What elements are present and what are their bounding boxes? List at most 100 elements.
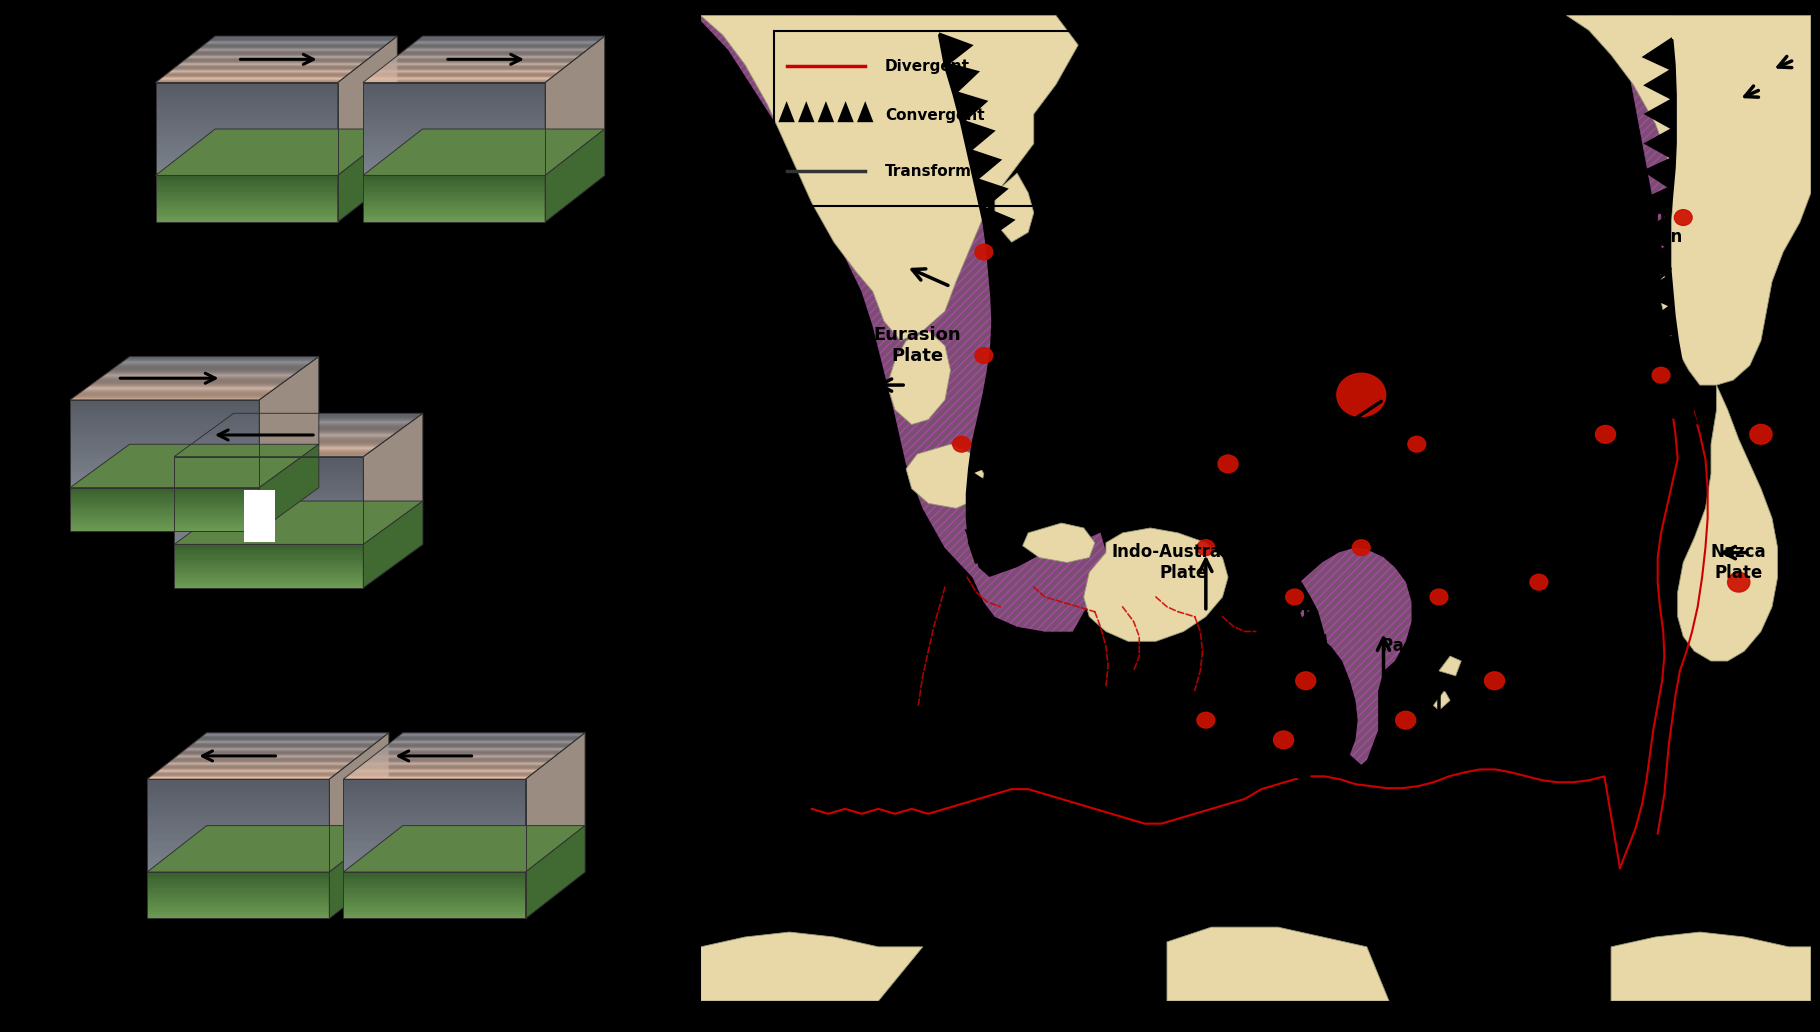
Polygon shape — [1643, 126, 1676, 161]
Polygon shape — [393, 740, 577, 741]
Polygon shape — [175, 470, 364, 472]
Polygon shape — [155, 115, 339, 118]
Polygon shape — [258, 357, 318, 488]
Polygon shape — [155, 92, 339, 94]
Polygon shape — [399, 735, 582, 736]
Polygon shape — [362, 213, 546, 215]
Polygon shape — [175, 454, 366, 455]
Polygon shape — [149, 777, 333, 778]
Circle shape — [1749, 424, 1773, 444]
Polygon shape — [224, 419, 415, 420]
Polygon shape — [71, 485, 258, 488]
Polygon shape — [1298, 664, 1330, 699]
Polygon shape — [379, 750, 562, 751]
Polygon shape — [167, 762, 351, 763]
Polygon shape — [329, 733, 389, 872]
Polygon shape — [362, 196, 546, 198]
Polygon shape — [175, 577, 364, 579]
Polygon shape — [127, 357, 318, 358]
Polygon shape — [155, 155, 339, 157]
Polygon shape — [175, 510, 364, 512]
Circle shape — [1338, 374, 1385, 417]
Polygon shape — [546, 129, 604, 222]
Polygon shape — [175, 545, 364, 547]
Polygon shape — [193, 742, 377, 743]
Polygon shape — [147, 828, 329, 830]
Polygon shape — [189, 745, 373, 747]
Polygon shape — [1296, 634, 1330, 669]
Polygon shape — [155, 178, 339, 180]
Polygon shape — [155, 150, 339, 152]
Polygon shape — [158, 770, 340, 771]
Text: Transform: Transform — [885, 164, 972, 179]
Polygon shape — [382, 66, 566, 67]
Polygon shape — [155, 164, 339, 166]
Polygon shape — [175, 536, 364, 538]
Polygon shape — [344, 881, 526, 883]
Polygon shape — [204, 43, 388, 44]
Polygon shape — [162, 767, 346, 768]
Polygon shape — [147, 818, 329, 821]
Polygon shape — [71, 415, 258, 417]
Polygon shape — [71, 488, 258, 490]
Polygon shape — [155, 110, 339, 112]
Polygon shape — [990, 323, 1023, 359]
Polygon shape — [229, 416, 420, 417]
Polygon shape — [362, 205, 546, 208]
Text: Divergent: Divergent — [885, 59, 970, 73]
Polygon shape — [175, 514, 364, 516]
Polygon shape — [362, 122, 546, 125]
Polygon shape — [93, 383, 284, 384]
Polygon shape — [362, 178, 546, 180]
Polygon shape — [979, 382, 1014, 417]
Text: Nazca
Plate: Nazca Plate — [1711, 543, 1767, 582]
Polygon shape — [147, 793, 329, 796]
Polygon shape — [198, 439, 389, 440]
Polygon shape — [186, 58, 369, 59]
Polygon shape — [344, 902, 526, 904]
Text: Eurasion
Plate: Eurasion Plate — [874, 326, 961, 365]
Polygon shape — [157, 771, 340, 772]
Polygon shape — [87, 386, 278, 387]
Polygon shape — [218, 423, 410, 424]
Polygon shape — [147, 916, 329, 918]
Polygon shape — [155, 148, 339, 150]
Polygon shape — [397, 55, 581, 56]
Polygon shape — [362, 152, 546, 155]
Polygon shape — [364, 414, 422, 545]
Polygon shape — [71, 446, 258, 448]
Polygon shape — [155, 772, 339, 773]
Polygon shape — [155, 122, 339, 125]
Polygon shape — [147, 833, 329, 835]
Polygon shape — [177, 754, 360, 755]
Polygon shape — [837, 101, 854, 122]
Polygon shape — [86, 387, 277, 388]
Polygon shape — [155, 166, 339, 168]
Polygon shape — [71, 509, 258, 512]
Polygon shape — [126, 359, 317, 360]
Polygon shape — [209, 429, 400, 430]
Polygon shape — [147, 870, 329, 872]
Polygon shape — [197, 49, 380, 50]
Polygon shape — [184, 449, 373, 450]
Text: Antarctic Plate: Antarctic Plate — [1014, 844, 1154, 862]
Polygon shape — [91, 384, 282, 385]
Polygon shape — [191, 744, 373, 745]
Polygon shape — [195, 441, 386, 442]
Polygon shape — [155, 183, 339, 185]
Polygon shape — [71, 496, 258, 498]
Polygon shape — [187, 56, 371, 57]
Polygon shape — [202, 735, 386, 736]
Circle shape — [976, 348, 992, 363]
Polygon shape — [344, 865, 526, 867]
Polygon shape — [1643, 96, 1676, 132]
Polygon shape — [175, 501, 364, 503]
Polygon shape — [155, 83, 339, 85]
Polygon shape — [339, 36, 397, 175]
Circle shape — [1431, 589, 1449, 605]
Polygon shape — [162, 76, 346, 77]
Polygon shape — [344, 863, 526, 865]
Polygon shape — [1567, 15, 1811, 385]
Polygon shape — [175, 559, 364, 561]
Polygon shape — [147, 877, 329, 879]
